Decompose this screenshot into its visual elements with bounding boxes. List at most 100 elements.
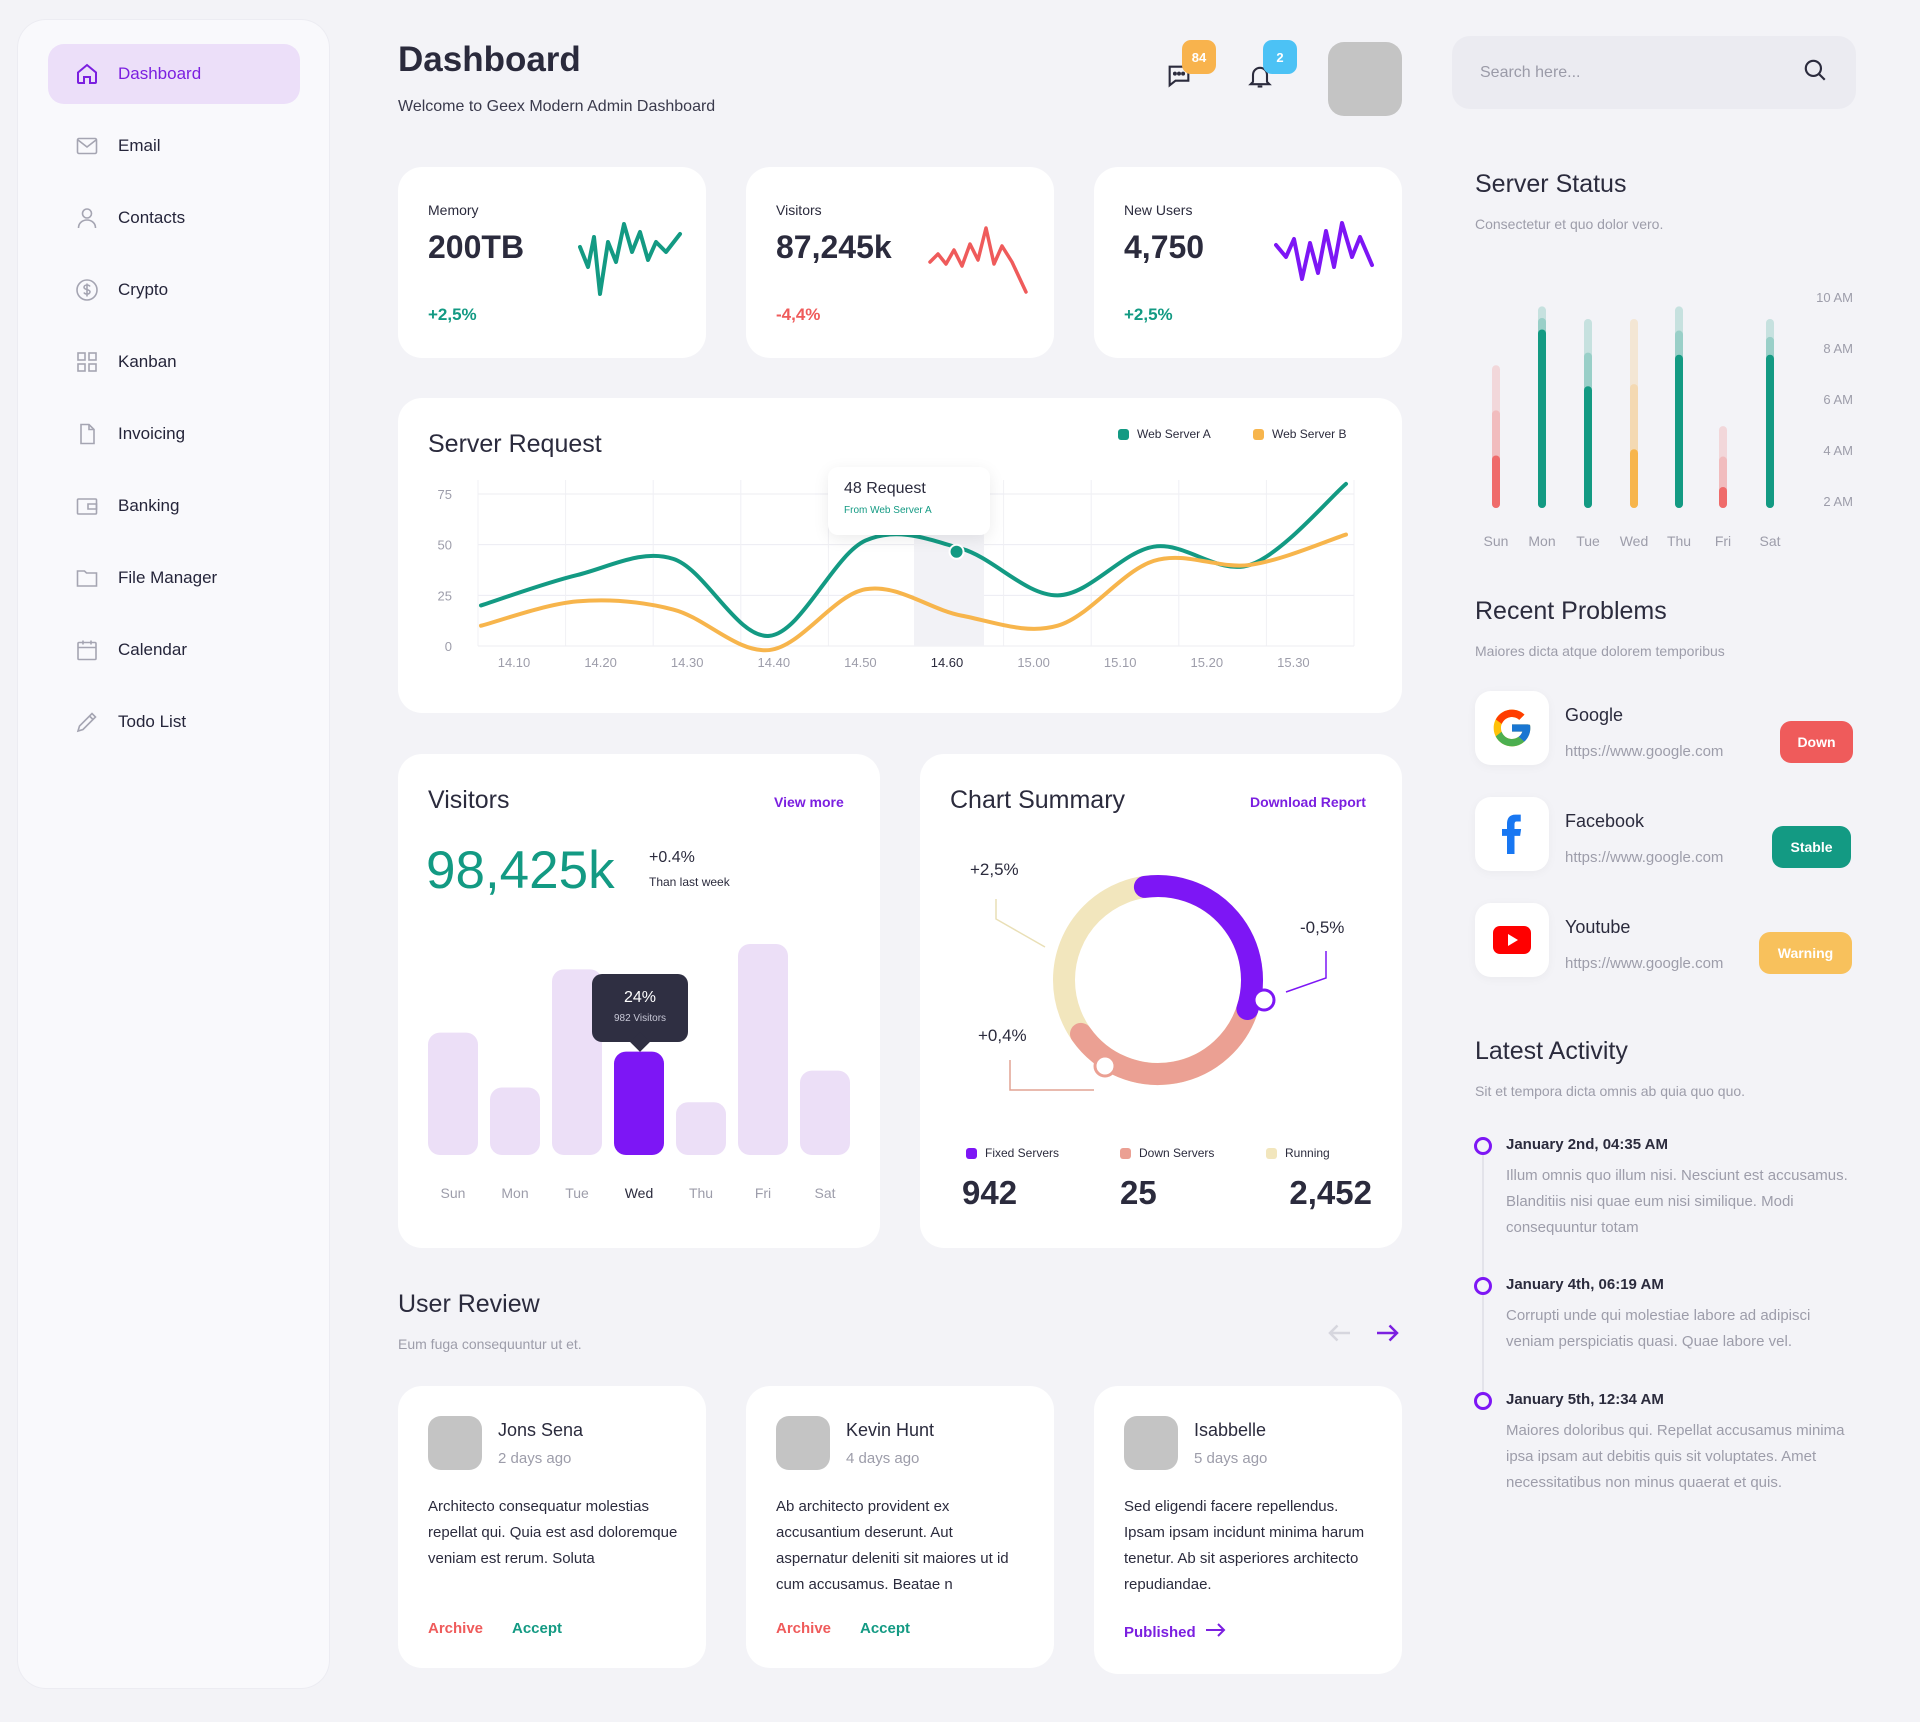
x-tick-label: 14.60 xyxy=(931,655,964,670)
sidebar-item-banking[interactable]: Banking xyxy=(48,476,300,536)
stat-card-new-users: New Users 4,750 +2,5% xyxy=(1094,167,1402,358)
sidebar-item-label: Contacts xyxy=(118,208,186,227)
timeline-dot xyxy=(1474,1392,1492,1410)
bar-sat[interactable] xyxy=(800,1070,850,1155)
visitors-total: 98,425k xyxy=(426,841,615,900)
data-point-highlight[interactable] xyxy=(948,543,965,560)
x-tick-label: Sun xyxy=(1484,533,1509,549)
sidebar-item-todo-list[interactable]: Todo List xyxy=(48,692,300,752)
series-line xyxy=(479,532,1348,653)
x-tick-label: Sat xyxy=(1759,533,1780,549)
sidebar-item-kanban[interactable]: Kanban xyxy=(48,332,300,392)
sidebar-item-crypto[interactable]: Crypto xyxy=(48,260,300,320)
accept-button[interactable]: Accept xyxy=(512,1620,563,1637)
calendar-icon xyxy=(74,637,100,663)
sidebar-item-dashboard[interactable]: Dashboard xyxy=(48,44,300,104)
stat-label: Memory xyxy=(428,202,479,218)
x-tick-label: 14.10 xyxy=(498,655,531,670)
status-bar-sat[interactable] xyxy=(1766,354,1774,508)
problem-url[interactable]: https://www.google.com xyxy=(1565,849,1724,866)
fixed-servers-value: 942 xyxy=(962,1174,1018,1211)
mail-icon xyxy=(74,133,100,159)
accept-button[interactable]: Accept xyxy=(860,1620,911,1637)
x-tick-label: Mon xyxy=(501,1185,528,1201)
visitors-card: Visitors View more 98,425k +0.4% Than la… xyxy=(398,754,880,1248)
status-bar-fri[interactable] xyxy=(1719,487,1727,508)
y-tick-label: 25 xyxy=(438,588,452,603)
activity-time: January 5th, 12:34 AM xyxy=(1506,1391,1664,1408)
published-link[interactable]: Published xyxy=(1124,1620,1228,1645)
activity-time: January 4th, 06:19 AM xyxy=(1506,1276,1664,1293)
bar-tue[interactable] xyxy=(552,969,602,1155)
user-avatar[interactable] xyxy=(1328,42,1402,116)
bar-wed[interactable] xyxy=(614,1051,664,1155)
download-report-link[interactable]: Download Report xyxy=(1250,794,1366,810)
page-subtitle: Welcome to Geex Modern Admin Dashboard xyxy=(398,98,716,115)
stat-card-memory: Memory 200TB +2,5% xyxy=(398,167,706,358)
bar-thu[interactable] xyxy=(676,1102,726,1155)
review-next-button[interactable] xyxy=(1372,1318,1402,1353)
activity-text: Maiores doloribus qui. Repellat accusamu… xyxy=(1506,1422,1845,1491)
dollar-circle-icon xyxy=(74,277,100,303)
chart-tooltip: 48 Request From Web Server A xyxy=(828,467,990,535)
donut-label-right: -0,5% xyxy=(1300,918,1345,937)
server-status-title: Server Status xyxy=(1475,170,1627,198)
stat-value: 4,750 xyxy=(1124,229,1205,265)
visitors-change-note: Than last week xyxy=(649,875,730,889)
legend-running: Running xyxy=(1266,1146,1330,1160)
sidebar-item-file-manager[interactable]: File Manager xyxy=(48,548,300,608)
legend-label: Fixed Servers xyxy=(985,1146,1060,1160)
search-input[interactable] xyxy=(1480,63,1760,82)
search-icon[interactable] xyxy=(1802,57,1828,88)
sidebar-item-invoicing[interactable]: Invoicing xyxy=(48,404,300,464)
status-bar-mon[interactable] xyxy=(1538,329,1546,509)
wallet-icon xyxy=(74,493,100,519)
sidebar-item-calendar[interactable]: Calendar xyxy=(48,620,300,680)
server-request-chart: 75 50 25 0 14.10 14.20 14.30 14.40 14.50 14.60 15.… xyxy=(438,478,1355,670)
visitors-bar-chart: Sun Mon Tue Wed Thu Fri Sat xyxy=(428,944,850,1201)
messages-button[interactable] xyxy=(1157,56,1201,100)
reviewer-name: Kevin Hunt xyxy=(846,1420,935,1440)
sidebar-item-label: Calendar xyxy=(118,640,187,659)
sidebar-item-email[interactable]: Email xyxy=(48,116,300,176)
bar-tooltip-sub: 982 Visitors xyxy=(613,1013,667,1024)
problem-url[interactable]: https://www.google.com xyxy=(1565,955,1724,972)
sidebar-item-label: Todo List xyxy=(118,712,187,731)
archive-button[interactable]: Archive xyxy=(776,1620,832,1637)
x-tick-label: Tue xyxy=(565,1185,589,1201)
bar-tooltip-value: 24% xyxy=(623,989,657,1006)
timeline-dot xyxy=(1474,1277,1492,1295)
review-prev-button[interactable] xyxy=(1325,1318,1355,1353)
status-bar-tue[interactable] xyxy=(1584,386,1592,508)
donut-label-top: +2,5% xyxy=(970,860,1019,879)
activity-text: Illum omnis quo illum nisi. Nesciunt est… xyxy=(1506,1167,1848,1236)
y-tick-label: 8 AM xyxy=(1823,341,1853,356)
legend-web-server-b: Web Server B xyxy=(1253,427,1346,441)
avatar xyxy=(1124,1416,1178,1470)
problem-url[interactable]: https://www.google.com xyxy=(1565,743,1724,760)
x-tick-label: 14.30 xyxy=(671,655,704,670)
review-card: Kevin Hunt 4 days ago Ab architecto prov… xyxy=(746,1386,1054,1668)
stat-label: New Users xyxy=(1124,202,1193,218)
view-more-link[interactable]: View more xyxy=(774,794,844,810)
sidebar-item-contacts[interactable]: Contacts xyxy=(48,188,300,248)
stat-change: +2,5% xyxy=(1124,305,1173,324)
bar-fri[interactable] xyxy=(738,944,788,1155)
y-tick-label: 2 AM xyxy=(1823,494,1853,509)
avatar xyxy=(428,1416,482,1470)
legend-swatch xyxy=(1253,428,1264,440)
arrow-left-icon xyxy=(1325,1324,1355,1352)
review-age: 5 days ago xyxy=(1194,1450,1268,1467)
archive-button[interactable]: Archive xyxy=(428,1620,484,1637)
grid-icon xyxy=(74,349,100,375)
status-bar-thu[interactable] xyxy=(1675,354,1683,508)
document-icon xyxy=(74,421,100,447)
x-tick-label: Wed xyxy=(1620,533,1649,549)
bar-mon[interactable] xyxy=(490,1087,540,1155)
legend-label: Web Server A xyxy=(1137,427,1211,441)
status-bar-wed[interactable] xyxy=(1630,449,1638,508)
donut-segment-fixed-servers xyxy=(1133,875,1263,1021)
status-bar-sun[interactable] xyxy=(1492,455,1500,509)
status-badge-stable: Stable xyxy=(1772,826,1851,868)
bar-sun[interactable] xyxy=(428,1032,478,1155)
